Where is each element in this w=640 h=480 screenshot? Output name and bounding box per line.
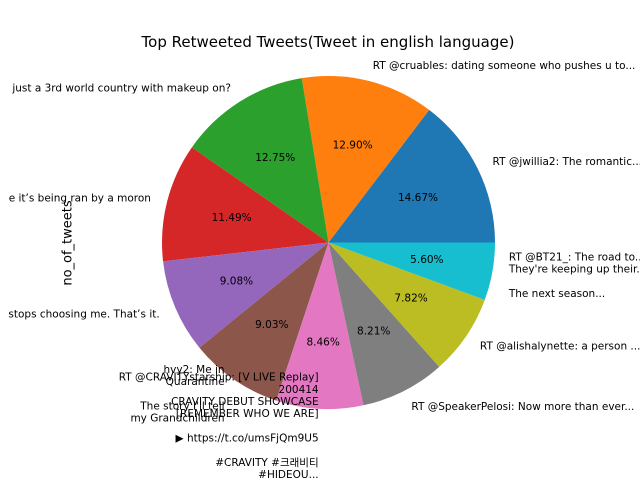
pie-slice-4 xyxy=(163,242,329,348)
pie-slice-label-line: #HIDEOU... xyxy=(258,469,318,480)
pie-percent-labels: 14.67% 12.90% 12.75% 11.49% 9.08% 9.03% 8.46% 8… xyxy=(212,140,444,349)
pie-percent-label: 14.67% xyxy=(398,192,438,204)
pie-slice-label-line: RT @cruables: dating someone who pushes … xyxy=(373,60,636,72)
pie-slice-label: RT @SpeakerPelosi: Now more than ever... xyxy=(411,401,634,413)
pie-percent-label: 12.90% xyxy=(333,140,373,152)
pie-slice-label-line: stops choosing me. That’s it. xyxy=(8,309,159,321)
pie-slice-5 xyxy=(199,242,329,401)
pie-percent-label: 5.60% xyxy=(410,254,443,266)
pie-slice-7 xyxy=(328,242,440,406)
pie-slice-label-line: RT @jwillia2: The romantic... xyxy=(493,156,640,168)
pie-slice-label-line: CRAVITY DEBUT SHOWCASE xyxy=(171,396,319,408)
pie-slice-label-line: my Grandchildren xyxy=(130,413,224,425)
pie-percent-label: 9.08% xyxy=(220,275,253,287)
pie-slice-6 xyxy=(276,242,364,410)
pie-slice-9 xyxy=(328,242,495,300)
pie-percent-label: 11.49% xyxy=(212,212,252,224)
pie-percent-label: 12.75% xyxy=(255,152,295,164)
pie-slice-8 xyxy=(328,242,485,367)
pie-slice-label-line: The story I'll tell xyxy=(139,401,224,413)
pie-slice-labels: RT @jwillia2: The romantic... RT @cruable… xyxy=(8,60,640,480)
pie-slice-label-line: The next season... xyxy=(508,288,605,300)
pie-slice-label-line xyxy=(509,276,512,288)
pie-slice-label: hvy2: Me in Quarantine The story I'll tel… xyxy=(130,364,224,425)
pie-slice-label-line: Quarantine xyxy=(166,376,225,388)
pie-slice-1 xyxy=(301,75,430,243)
pie-slice-label-line: RT @SpeakerPelosi: Now more than ever... xyxy=(411,401,634,413)
pie-slice-label-line: ▶ https://t.co/umsFjQm9U5 xyxy=(176,433,319,445)
pie-slice-label-line: They're keeping up their... xyxy=(508,263,640,275)
pie-percent-label: 7.82% xyxy=(394,293,427,305)
pie-slice-label-line: RT @CRAVITYstarship: [V LIVE Replay] xyxy=(119,372,319,384)
pie-slice-label-line xyxy=(315,445,318,457)
pie-slice-label: RT @jwillia2: The romantic... xyxy=(493,156,640,168)
pie-slice-label: just a 3rd world country with makeup on? xyxy=(11,83,231,95)
pie-slice-3 xyxy=(162,147,329,262)
pie-slice-label: RT @BT21_: The road to... They're keeping… xyxy=(508,251,640,300)
pie-slice-label: RT @CRAVITYstarship: [V LIVE Replay] 2004… xyxy=(119,372,319,480)
pie-slice-label-line: 200414 xyxy=(279,384,319,396)
pie-slice-2 xyxy=(191,78,329,243)
pie-slice-label-line: [REMEMBER WHO WE ARE] xyxy=(176,408,319,420)
pie-percent-label: 8.21% xyxy=(357,326,390,338)
pie-slice-label: e it’s being ran by a moron xyxy=(9,193,151,205)
pie-slice-label: stops choosing me. That’s it. xyxy=(8,309,159,321)
pie-wedges xyxy=(162,75,495,410)
pie-percent-label: 8.46% xyxy=(306,336,339,348)
pie-slice-label-line: hvy2: Me in xyxy=(164,364,225,376)
pie-slice-label-line xyxy=(315,420,318,432)
pie-slice-label-line: #CRAVITY #크래비티 xyxy=(215,457,318,469)
pie-slice-label-line: just a 3rd world country with makeup on? xyxy=(11,83,231,95)
pie-slice-0 xyxy=(328,109,495,243)
pie-slice-label: RT @cruables: dating someone who pushes … xyxy=(373,60,636,72)
pie-percent-label: 9.03% xyxy=(255,319,288,331)
chart-title: Top Retweeted Tweets(Tweet in english la… xyxy=(141,33,515,51)
pie-slice-label-line: e it’s being ran by a moron xyxy=(9,193,151,205)
pie-slice-label: RT @alishalynette: a person ... xyxy=(480,341,640,353)
pie-slice-label-line: RT @alishalynette: a person ... xyxy=(480,341,640,353)
pie-slice-label-line: RT @BT21_: The road to... xyxy=(509,251,640,263)
